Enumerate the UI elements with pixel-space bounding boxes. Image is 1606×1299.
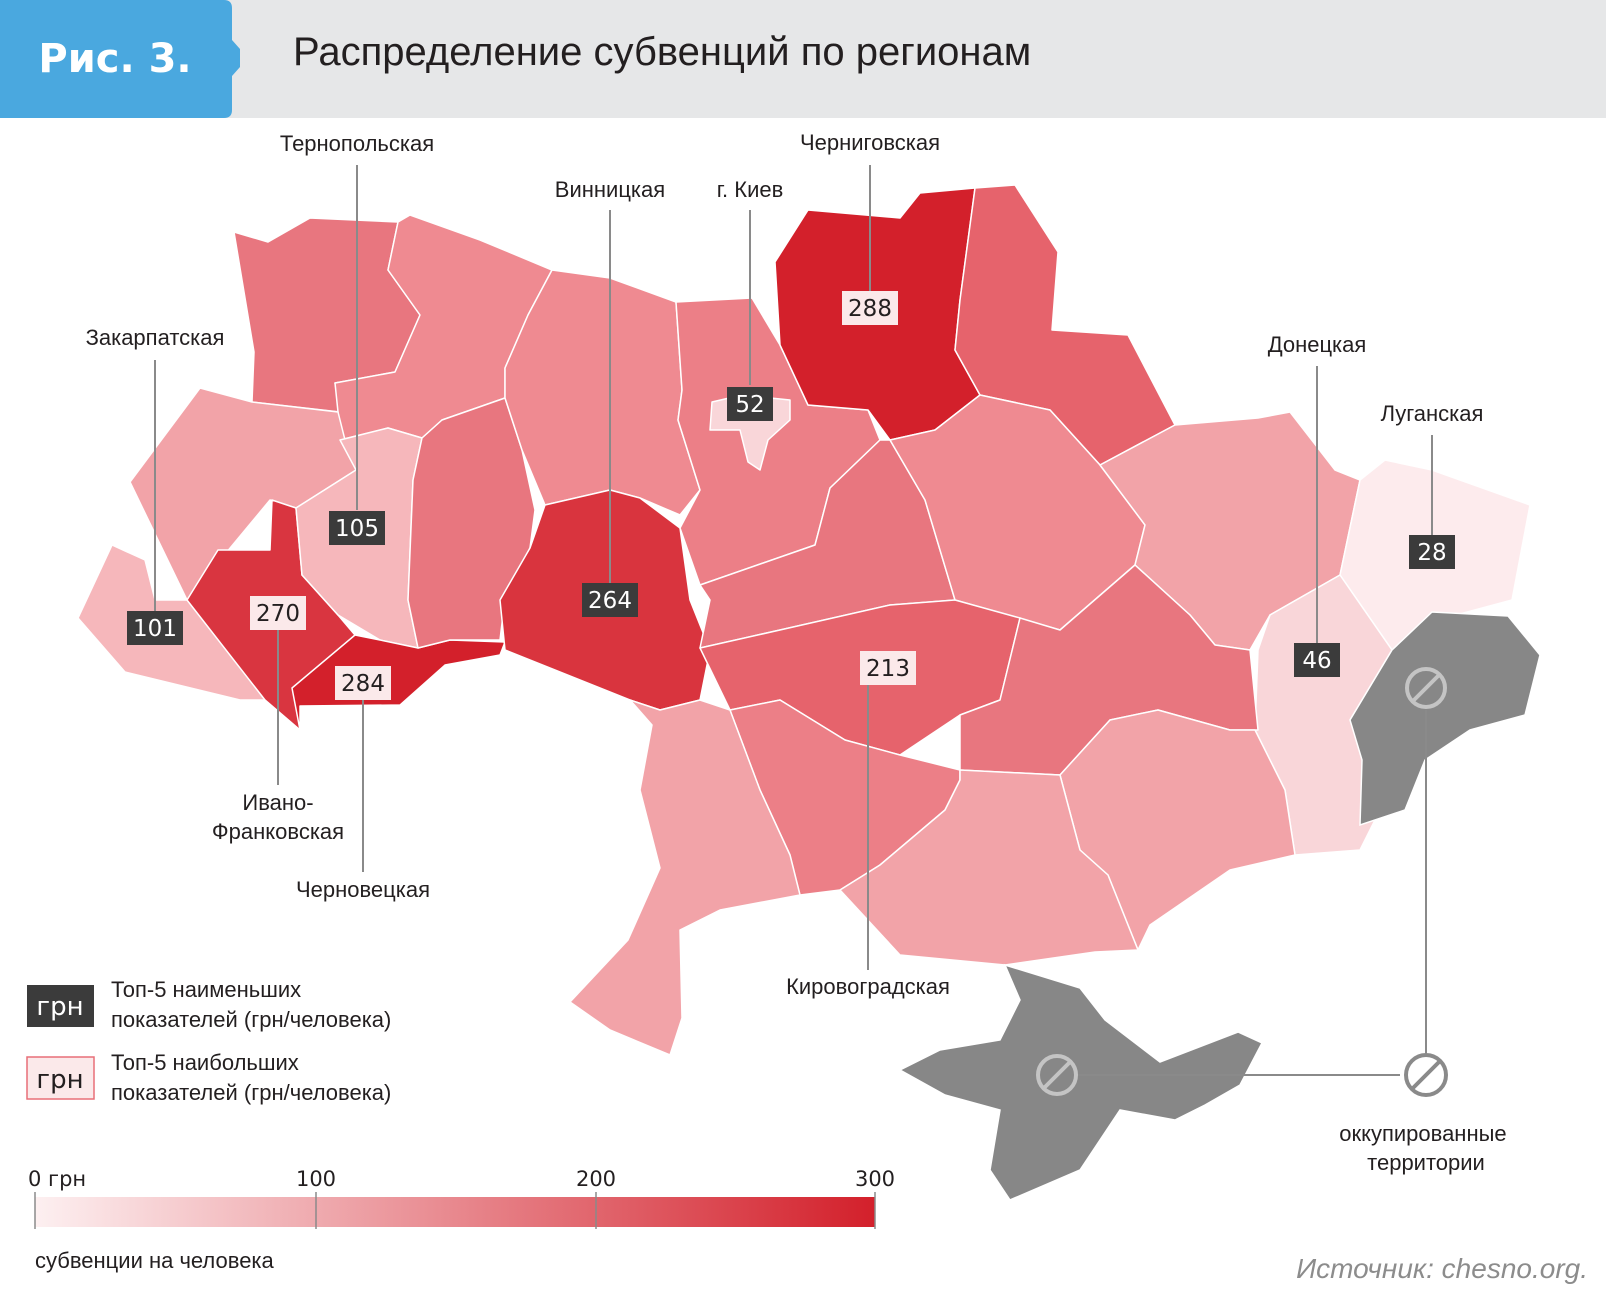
region-name-label: Луганская (1381, 401, 1484, 426)
region-name-label: г. Киев (717, 177, 784, 202)
no-entry-icon (1036, 1054, 1078, 1096)
region-value-label: 213 (866, 656, 910, 682)
region-value-label: 28 (1417, 540, 1446, 566)
color-scale: 0 грн 100 200 300 субвенции на человека (28, 1167, 895, 1273)
occupied-crimea[interactable] (898, 963, 1264, 1201)
region-value-label: 52 (735, 392, 764, 418)
region-label-group: Винницкая 264 (555, 177, 665, 617)
no-entry-icon (1405, 667, 1447, 709)
value-box (127, 611, 183, 645)
region-label-group: г. Киев 52 (717, 177, 784, 421)
region-value-label: 101 (133, 616, 177, 642)
color-scale-caption: субвенции на человека (35, 1248, 275, 1273)
region-label-group: Черниговская 288 (800, 130, 940, 325)
region-chernivtsi[interactable] (291, 634, 506, 731)
region-name-label: Тернопольская (280, 131, 434, 156)
region-name-label: Черниговская (800, 130, 940, 155)
value-box (582, 583, 638, 617)
region-labels: Тернопольская 105 Черниговская 288 Винницкая… (86, 130, 1484, 999)
figure-header (0, 0, 1606, 118)
value-box (1294, 643, 1340, 677)
region-name-label: Донецкая (1268, 332, 1367, 357)
region-label-group: Донецкая 46 (1268, 332, 1367, 677)
legend: грн Топ-5 наименьших показателей (грн/че… (26, 977, 391, 1105)
page-title: Распределение субвенций по регионам (293, 30, 1032, 74)
region-name-label: Ивано-Франковская (212, 790, 344, 844)
region-label-group: Кировоградская 213 (786, 651, 950, 999)
legend-dark-label: Топ-5 наименьших показателей (грн/челове… (111, 977, 391, 1032)
source-note: Источник: chesno.org. (1296, 1253, 1588, 1284)
occupied-label: оккупированные территории (1339, 1121, 1513, 1175)
scale-tick-label: 0 грн (28, 1167, 86, 1191)
value-box (1409, 535, 1455, 569)
region-zhytomyr[interactable] (504, 269, 701, 516)
value-box (335, 666, 391, 700)
region-value-label: 46 (1302, 648, 1331, 674)
region-name-label: Закарпатская (86, 325, 225, 350)
value-box (860, 651, 916, 685)
region-name-label: Кировоградская (786, 974, 950, 999)
region-name-label: Черновецкая (296, 877, 430, 902)
region-value-label: 270 (256, 601, 300, 627)
region-label-group: Ивано-Франковская 270 (212, 596, 344, 844)
legend-light-swatch (26, 1056, 95, 1100)
region-value-label: 264 (588, 588, 632, 614)
scale-tick-label: 100 (296, 1167, 336, 1191)
region-name-label: Винницкая (555, 177, 665, 202)
value-box (329, 511, 385, 545)
legend-light-swatch-text: грн (36, 1065, 83, 1095)
legend-light-label: Топ-5 наибольших показателей (грн/челове… (111, 1050, 391, 1105)
region-odesa[interactable] (569, 699, 801, 1056)
region-value-label: 288 (848, 296, 892, 322)
figure-number-tab (0, 0, 240, 118)
region-label-group: Тернопольская 105 (280, 131, 434, 545)
legend-dark-swatch (27, 985, 94, 1027)
figure-number: Рис. 3. (38, 36, 192, 82)
region-value-label: 284 (341, 671, 385, 697)
occupied-donbas[interactable] (1349, 611, 1541, 827)
region-label-group: Черновецкая 284 (296, 666, 430, 902)
region-value-label: 105 (335, 516, 379, 542)
color-scale-bar (35, 1197, 875, 1227)
value-box (727, 387, 773, 421)
value-box (842, 291, 898, 325)
scale-tick-label: 200 (576, 1167, 616, 1191)
occupied-symbols: оккупированные территории (1036, 667, 1513, 1175)
region-label-group: Луганская 28 (1381, 401, 1484, 569)
legend-dark-swatch-text: грн (36, 992, 83, 1022)
value-box (250, 596, 306, 630)
region-label-group: Закарпатская 101 (86, 325, 225, 645)
scale-tick-label: 300 (855, 1167, 895, 1191)
